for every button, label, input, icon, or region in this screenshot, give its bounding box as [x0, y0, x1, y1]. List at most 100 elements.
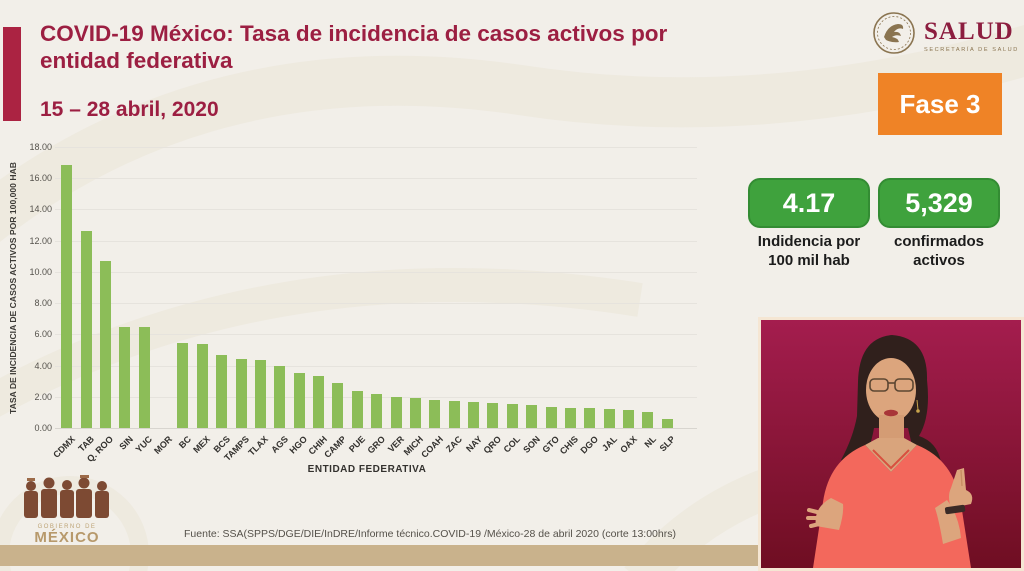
incidence-rate-label-line1: Indidencia por: [757, 233, 861, 250]
phase-badge: Fase 3: [878, 73, 1002, 135]
bar-BCS: [216, 355, 228, 428]
gridline: [55, 178, 697, 180]
x-axis-label: JAL: [600, 434, 620, 454]
x-axis-label: SLP: [657, 434, 678, 454]
bar-Q. ROO: [99, 260, 111, 428]
x-axis-label: OAX: [617, 434, 639, 455]
x-axis-label: COAH: [419, 434, 445, 460]
gridline: [55, 303, 697, 305]
x-axis-label: MEX: [191, 434, 213, 455]
active-confirmed-label: confirmados activos: [872, 233, 1006, 271]
x-axis-title: ENTIDAD FEDERATIVA: [307, 464, 427, 475]
y-axis-tick-label: 18.00: [29, 142, 52, 152]
gridline: [55, 240, 697, 242]
x-axis-label: ZAC: [444, 434, 465, 455]
bar-GTO: [545, 406, 557, 428]
bar-SON: [526, 404, 538, 428]
bar-CDMX: [61, 164, 73, 428]
x-axis-label: MOR: [151, 434, 174, 456]
active-confirmed-label-line2: activos: [913, 251, 965, 269]
y-axis-tick-label: 8.00: [34, 298, 52, 309]
gobierno-logo-line2: MÉXICO: [34, 529, 100, 546]
gridline: [55, 209, 697, 211]
bar-SIN: [119, 326, 131, 428]
x-axis-label: COL: [501, 434, 523, 455]
x-axis-label: NL: [642, 434, 659, 450]
bar-VER: [390, 396, 402, 428]
bar-TAB: [80, 230, 92, 428]
page-title: COVID-19 México: Tasa de incidencia de c…: [40, 20, 800, 75]
gridline: [55, 271, 697, 273]
page-title-line2: entidad federativa: [40, 48, 233, 74]
x-axis-label: PUE: [347, 434, 368, 455]
page-title-line1: COVID-19 México: Tasa de incidencia de c…: [40, 21, 668, 46]
bar-QRO: [487, 403, 499, 428]
salud-logo: SALUD SECRETARÍA DE SALUD: [872, 11, 1019, 60]
bar-NL: [642, 411, 654, 428]
y-axis-title: TASA DE INCIDENCIA DE CASOS ACTIVOS POR …: [8, 162, 18, 414]
y-axis-tick-label: 14.00: [29, 204, 52, 215]
bar-PUE: [351, 390, 363, 428]
y-axis-tick-label: 4.00: [34, 360, 52, 371]
x-axis-label: QRO: [481, 434, 504, 456]
gobierno-logo-line1: GOBIERNO DE: [37, 524, 97, 530]
y-axis-tick-label: 16.00: [29, 173, 52, 184]
bar-CHIH: [313, 376, 325, 428]
x-axis-label: AGS: [269, 434, 290, 455]
footer-gold-bar: [0, 545, 758, 566]
bar-CHIS: [564, 407, 576, 428]
bar-COAH: [429, 399, 441, 428]
bar-YUC: [138, 327, 150, 428]
gobierno-de-mexico-logo: GOBIERNO DE MÉXICO: [8, 474, 126, 548]
x-axis-label: CDMX: [50, 434, 77, 460]
bar-CAMP: [332, 382, 344, 428]
x-axis-label: NAY: [463, 434, 484, 454]
x-axis-baseline: [55, 428, 697, 429]
incidence-rate-label-line2: 100 mil hab: [768, 251, 850, 269]
sign-language-interpreter: [761, 320, 1021, 568]
x-axis-label: GRO: [365, 434, 387, 456]
bar-ZAC: [448, 400, 460, 428]
gridline: [55, 147, 697, 148]
active-confirmed-label-line1: confirmados: [893, 233, 984, 250]
salud-wordmark: SALUD: [924, 17, 1014, 45]
historical-figures-icon: [19, 475, 115, 522]
y-axis-tick-label: 6.00: [34, 329, 52, 340]
x-axis-label: YUC: [133, 434, 155, 455]
x-axis-label: SIN: [117, 434, 135, 452]
y-axis-tick-label: 12.00: [29, 235, 52, 246]
y-axis-tick-label: 10.00: [29, 266, 52, 277]
bar-COL: [506, 403, 518, 428]
incidence-rate-label: Indidencia por 100 mil hab: [734, 233, 884, 271]
bar-AGS: [274, 365, 286, 428]
title-accent-bar: [3, 27, 21, 121]
bar-BC: [177, 342, 189, 428]
x-axis-label: SON: [520, 434, 542, 455]
bar-DGO: [584, 408, 596, 428]
x-axis-label: GTO: [540, 434, 562, 455]
bar-SLP: [661, 419, 673, 428]
bar-MICH: [409, 398, 421, 428]
x-axis-label: DGO: [578, 434, 600, 456]
bar-OAX: [623, 410, 635, 428]
y-axis-tick-label: 0.00: [34, 423, 52, 433]
gridline: [55, 365, 697, 367]
bar-HGO: [293, 373, 305, 428]
date-range: 15 – 28 abril, 2020: [40, 98, 219, 121]
y-axis-tick-label: 2.00: [34, 391, 52, 402]
gridline: [55, 334, 697, 336]
source-citation: Fuente: SSA(SPPS/DGE/DIE/InDRE/Informe t…: [184, 528, 676, 540]
bar-TLAX: [254, 360, 266, 428]
salud-eagle-seal-icon: [872, 11, 916, 60]
salud-subtitle: SECRETARÍA DE SALUD: [924, 46, 1019, 53]
bar-TAMPS: [235, 359, 247, 428]
sign-language-interpreter-panel: [758, 317, 1024, 571]
bar-MEX: [196, 344, 208, 428]
incidence-rate-box: 4.17: [748, 178, 870, 228]
x-axis-label: TLAX: [246, 434, 271, 458]
bar-GRO: [371, 394, 383, 428]
salud-logo-text: SALUD SECRETARÍA DE SALUD: [924, 19, 1019, 53]
active-confirmed-box: 5,329: [878, 178, 1000, 228]
x-axis-label: CHIS: [558, 434, 581, 457]
